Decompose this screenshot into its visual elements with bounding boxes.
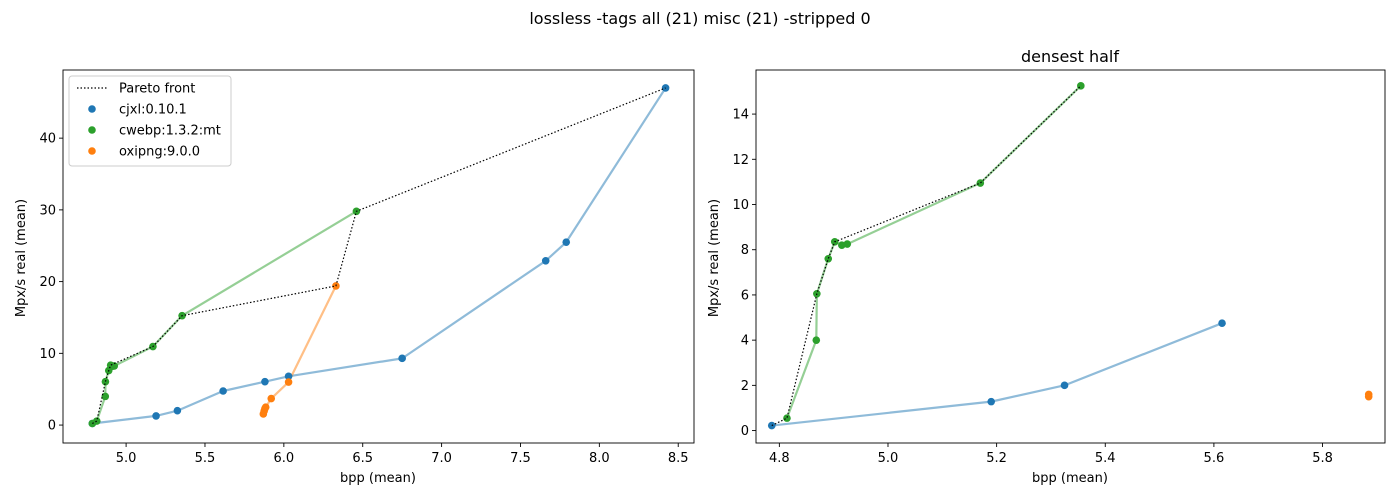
data-point-cjxl-0-10-1 (767, 421, 776, 430)
plot-frame (755, 69, 1386, 444)
legend-swatch-cwebp-1-3-2-mt (88, 126, 96, 134)
series-line-cjxl-0-10-1 (771, 322, 1223, 427)
x-tick-label: 5.8 (1312, 451, 1333, 466)
data-point-cjxl-0-10-1 (173, 406, 182, 415)
data-point-oxipng-9-0-0 (284, 378, 293, 386)
y-tick-label: 8 (741, 243, 749, 258)
chart-panel-all: bpp (mean) Mpx/s real (mean) 5.0 5.5 6.0 6.… (14, 69, 695, 486)
legend-swatch-cjxl-0-10-1 (88, 105, 96, 113)
x-axis-title: bpp (mean) (1032, 471, 1108, 486)
data-point-cwebp-1-3-2-mt (783, 414, 791, 422)
data-point-cwebp-1-3-2-mt (101, 377, 110, 386)
data-point-cwebp-1-3-2-mt (1077, 82, 1085, 90)
legend-label-pareto-front: Pareto front (119, 82, 195, 97)
data-point-oxipng-9-0-0 (1364, 390, 1373, 399)
y-tick-label: 6 (741, 288, 749, 303)
y-axis-title: Mpx/s real (mean) (14, 199, 29, 317)
data-point-cwebp-1-3-2-mt (976, 179, 985, 187)
y-tick-label: 10 (732, 198, 749, 213)
x-tick-label: 5.4 (1095, 451, 1116, 466)
x-tick-label: 5.6 (1204, 451, 1225, 466)
data-point-oxipng-9-0-0 (261, 403, 270, 411)
data-point-cwebp-1-3-2-mt (110, 362, 119, 370)
chart-panel-densest-half: densest half bpp (mean) Mpx/s real (mean… (707, 47, 1386, 486)
legend-swatch-oxipng-9-0-0 (88, 147, 96, 155)
data-point-cjxl-0-10-1 (1218, 319, 1226, 327)
legend-label-cwebp-1-3-2-mt: cwebp:1.3.2:mt (119, 124, 221, 139)
x-tick-label: 5.0 (116, 451, 137, 466)
data-point-cjxl-0-10-1 (541, 257, 550, 265)
x-tick-label: 5.5 (195, 451, 216, 466)
plot-frame (62, 69, 695, 444)
data-point-cjxl-0-10-1 (152, 412, 160, 420)
data-point-cjxl-0-10-1 (398, 354, 406, 363)
x-tick-label: 6.0 (274, 451, 295, 466)
data-point-cwebp-1-3-2-mt (101, 392, 110, 401)
x-tick-label: 7.5 (510, 451, 531, 466)
x-axis-title: bpp (mean) (340, 471, 416, 486)
x-tick-label: 5.2 (986, 451, 1007, 466)
data-point-cwebp-1-3-2-mt (843, 240, 852, 248)
figure-suptitle: lossless -tags all (21) misc (21) -strip… (529, 9, 870, 28)
data-point-cjxl-0-10-1 (562, 238, 571, 246)
legend-label-cjxl-0-10-1: cjxl:0.10.1 (119, 103, 187, 118)
pareto-front-line (92, 87, 666, 425)
legend-box (68, 75, 232, 167)
y-tick-label: 40 (39, 132, 56, 147)
legend-label-oxipng-9-0-0: oxipng:9.0.0 (119, 145, 200, 160)
x-tick-label: 8.5 (668, 451, 689, 466)
series-line-cjxl-0-10-1 (92, 87, 667, 425)
data-point-cwebp-1-3-2-mt (92, 417, 101, 425)
y-tick-label: 4 (741, 334, 749, 349)
x-tick-label: 7.0 (431, 451, 452, 466)
y-tick-label: 20 (39, 275, 56, 290)
x-tick-label: 8.0 (589, 451, 610, 466)
x-tick-label: 5.0 (878, 451, 899, 466)
y-tick-label: 0 (48, 419, 56, 434)
y-tick-label: 10 (39, 347, 56, 362)
data-point-cwebp-1-3-2-mt (812, 336, 821, 344)
y-axis-title: Mpx/s real (mean) (707, 199, 722, 317)
legend: Pareto front cjxl:0.10.1 cwebp:1.3.2:mt oxi… (68, 75, 232, 167)
y-tick-label: 14 (732, 108, 749, 123)
y-tick-label: 0 (741, 424, 749, 439)
data-point-cjxl-0-10-1 (261, 377, 269, 386)
panel-title: densest half (1021, 47, 1119, 66)
data-point-cwebp-1-3-2-mt (824, 254, 833, 263)
y-tick-label: 2 (741, 379, 749, 394)
data-point-cjxl-0-10-1 (1060, 381, 1069, 390)
x-tick-label: 4.8 (769, 451, 790, 466)
x-tick-label: 6.5 (352, 451, 373, 466)
y-tick-label: 12 (732, 153, 749, 168)
data-point-cjxl-0-10-1 (661, 84, 670, 92)
data-point-cjxl-0-10-1 (284, 372, 293, 381)
y-tick-label: 30 (39, 203, 56, 218)
data-point-cjxl-0-10-1 (987, 397, 995, 406)
data-point-cjxl-0-10-1 (219, 387, 227, 395)
data-point-oxipng-9-0-0 (267, 394, 276, 403)
